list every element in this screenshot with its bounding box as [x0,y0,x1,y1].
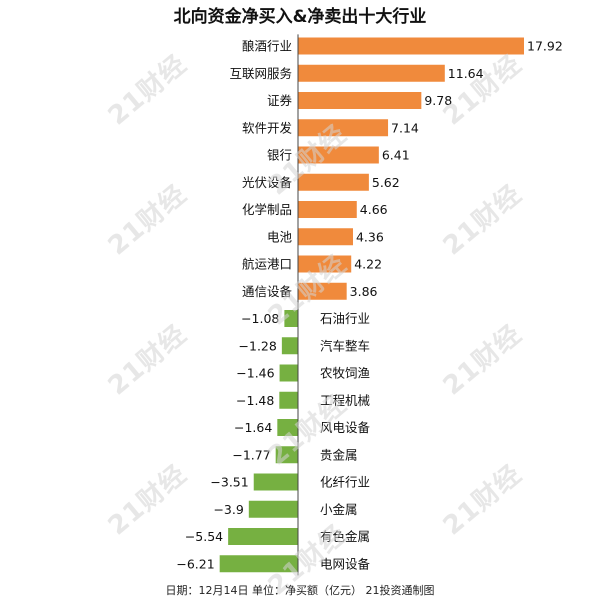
bar-15 [277,419,298,436]
bar-6 [298,173,369,191]
category-label-11: 石油行业 [320,311,370,326]
value-label-3: 9.78 [424,93,452,108]
bar-19 [228,528,298,545]
bar-18 [248,500,298,518]
category-label-15: 风电设备 [320,420,371,435]
value-label-18: −3.9 [213,502,243,517]
bar-7 [298,201,357,218]
bar-12 [281,337,298,355]
value-label-10: 3.86 [350,284,378,299]
bar-11 [284,310,298,327]
value-label-8: 4.36 [356,229,384,244]
value-label-7: 4.66 [360,202,388,217]
value-label-19: −5.54 [185,529,223,544]
category-label-3: 证券 [267,93,293,108]
bar-10 [298,282,347,300]
category-label-17: 化纤行业 [320,475,370,490]
bar-1 [298,37,524,55]
value-label-12: −1.28 [239,338,277,353]
category-label-5: 银行 [267,148,292,163]
bar-13 [279,364,298,382]
value-label-14: −1.48 [236,393,274,408]
value-label-4: 7.14 [391,120,419,135]
chart-title: 北向资金净买入&净卖出十大行业 [173,7,427,27]
value-label-13: −1.46 [236,366,274,381]
value-label-17: −3.51 [210,475,248,490]
bar-14 [279,391,298,409]
bar-2 [298,64,445,82]
bar-4 [298,119,389,137]
value-label-5: 6.41 [382,148,410,163]
category-label-1: 酿酒行业 [242,39,292,54]
bar-20 [219,555,298,573]
value-label-6: 5.62 [372,175,400,190]
value-label-1: 17.92 [527,39,563,54]
bar-17 [253,473,298,491]
value-label-20: −6.21 [176,556,214,571]
value-label-15: −1.64 [234,420,272,435]
category-label-16: 贵金属 [320,447,358,462]
category-label-7: 化学制品 [242,202,292,217]
category-label-9: 航运港口 [242,257,292,272]
category-label-4: 软件开发 [242,120,293,135]
bar-3 [298,92,422,109]
chart-footnote: 日期：12月14日 单位：净买额（亿元） 21投资通制图 [165,584,435,597]
category-label-2: 互联网服务 [229,66,292,81]
category-label-8: 电池 [267,229,293,244]
category-label-14: 工程机械 [320,393,371,408]
category-label-12: 汽车整车 [320,338,370,353]
bar-8 [298,228,353,246]
value-label-2: 11.64 [448,66,484,81]
category-label-13: 农牧饲渔 [320,366,370,381]
category-label-18: 小金属 [320,502,358,517]
category-label-19: 有色金属 [320,529,370,544]
bar-9 [298,255,352,273]
category-label-6: 光伏设备 [242,175,293,190]
category-label-20: 电网设备 [320,556,371,571]
category-label-10: 通信设备 [242,284,293,299]
bar-16 [275,446,298,464]
value-label-9: 4.22 [354,257,382,272]
value-label-16: −1.77 [232,447,270,462]
value-label-11: −1.08 [241,311,279,326]
bar-5 [298,146,379,164]
